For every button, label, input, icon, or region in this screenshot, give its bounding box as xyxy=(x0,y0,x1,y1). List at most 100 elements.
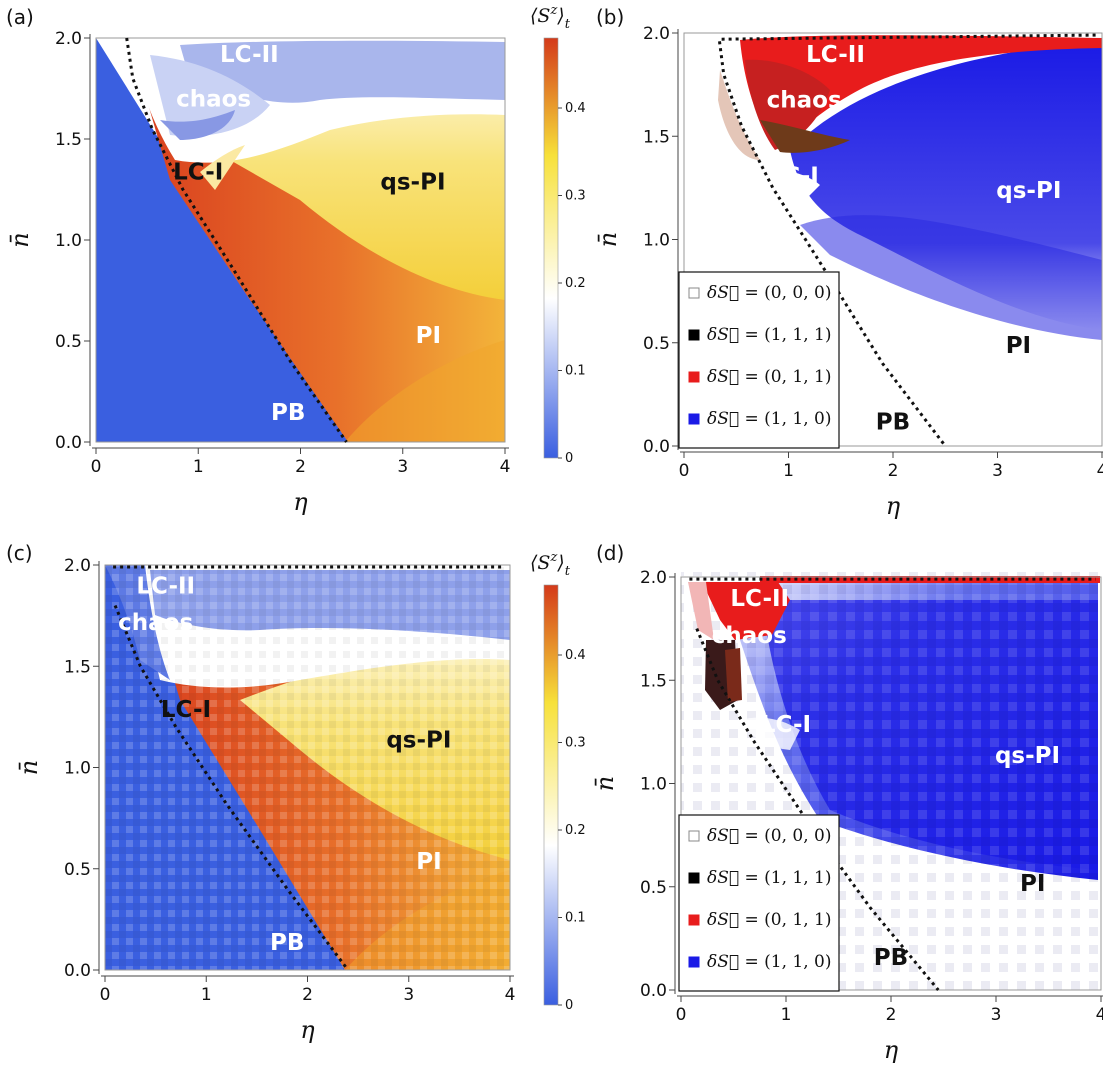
y-tick-label: 2.0 xyxy=(55,29,82,49)
boundary-line xyxy=(125,37,348,443)
x-tick-label: 2 xyxy=(295,457,306,477)
x-tick-label: 2 xyxy=(888,461,899,481)
colorbar-title-sup: z xyxy=(549,550,557,565)
legend-label: = (1, 1, 0) xyxy=(745,952,832,972)
region-label: chaos xyxy=(176,87,251,113)
x-tick-label: 0 xyxy=(91,457,102,477)
legend-prefix: δS⃗ xyxy=(707,325,745,345)
region-label: LC-II xyxy=(136,573,195,599)
y-tick-label: 0.5 xyxy=(640,878,667,898)
panel-d-legend: δS⃗ = (0, 0, 0) δS⃗ = (1, 1, 1) δS⃗ = (0, … xyxy=(678,814,840,992)
panel-a-frame xyxy=(95,37,506,443)
legend-swatch xyxy=(688,914,700,926)
panel-c-frame xyxy=(104,564,511,971)
colorbar-title-sup: z xyxy=(549,3,557,18)
panel-b: 0 1 2 3 4 0.0 0.5 1.0 1.5 2.0 η n̄ LC-II chaos LC-I qs… xyxy=(594,5,1103,520)
x-tick-label: 0 xyxy=(100,985,111,1005)
panel-b-frame xyxy=(683,32,1103,447)
region-label: PI xyxy=(1020,871,1045,897)
x-tick-label: 2 xyxy=(302,985,313,1005)
x-tick-label: 1 xyxy=(783,461,794,481)
y-tick-label: 1.5 xyxy=(643,127,670,147)
plot-frame xyxy=(104,564,511,971)
legend-swatch xyxy=(688,287,700,299)
x-axis-label: η xyxy=(886,492,901,520)
region-label: qs-PI xyxy=(380,170,445,196)
y-tick-label: 2.0 xyxy=(643,24,670,44)
panel-c-regions: LC-II chaos LC-I qs-PI PI PB xyxy=(118,573,451,955)
region-label: PI xyxy=(1006,333,1031,359)
region-label: chaos xyxy=(118,610,193,636)
panel-d-heatmap xyxy=(681,572,1101,990)
panel-c-heatmap xyxy=(105,565,510,970)
y-axis-label: n̄ xyxy=(15,760,43,775)
region-label: PB xyxy=(270,930,304,956)
panel-label: (a) xyxy=(6,5,34,29)
legend-prefix: δS⃗ xyxy=(707,868,745,888)
colorbar-tick-label: 0.1 xyxy=(565,911,586,926)
legend-swatch xyxy=(688,872,700,884)
colorbar-gradient xyxy=(543,584,559,1006)
colorbar-title-sub: t xyxy=(565,564,571,579)
panel-b-legend: δS⃗ = (0, 0, 0)δS⃗ = (1, 1, 1)δS⃗ = (0, … xyxy=(678,271,840,449)
y-axis-label: n̄ xyxy=(591,776,619,791)
x-tick-label: 4 xyxy=(505,985,516,1005)
x-tick-label: 2 xyxy=(886,1005,897,1025)
legend-prefix: δS⃗ xyxy=(707,910,745,930)
panel-label: (c) xyxy=(6,541,33,565)
plot-frame xyxy=(680,576,1102,991)
y-tick-label: 1.5 xyxy=(64,657,91,677)
boundary-line xyxy=(113,604,350,971)
region-label: LC-I xyxy=(173,159,223,185)
panel-a-heatmap xyxy=(96,38,505,442)
region-label: qs-PI xyxy=(386,727,451,753)
legend-prefix: δS⃗ xyxy=(707,409,745,429)
legend-swatch xyxy=(688,371,700,383)
region-label: LC-I xyxy=(761,712,811,738)
y-tick-label: 0.0 xyxy=(55,433,82,453)
x-tick-label: 4 xyxy=(1096,1005,1103,1025)
colorbar-title-sub: t xyxy=(565,17,571,32)
panel-d-axes: 0 1 2 3 4 0.0 0.5 1.0 1.5 2.0 η n̄ xyxy=(591,568,1103,1064)
legend-entry: δS⃗ = (0, 0, 0) xyxy=(707,283,831,303)
panel-a-colorbar: 0 0.1 0.2 0.3 0.4 ⟨Sz⟩t xyxy=(530,3,586,466)
colorbar-title-close: ⟩ xyxy=(556,5,564,27)
panel-label: (b) xyxy=(596,5,624,29)
x-tick-label: 1 xyxy=(781,1005,792,1025)
colorbar-tick-label: 0 xyxy=(565,998,573,1013)
legend-prefix: δS⃗ xyxy=(707,367,745,387)
panel-label: (d) xyxy=(596,541,624,565)
legend-label: = (1, 1, 1) xyxy=(745,325,832,345)
region-label: PI xyxy=(416,849,441,875)
legend-prefix: δS⃗ xyxy=(707,952,745,972)
colorbar-title-close: ⟩ xyxy=(556,552,564,574)
colorbar-title-main: ⟨S xyxy=(530,552,550,574)
colorbar-tick-label: 0 xyxy=(565,451,573,466)
colorbar-tick-label: 0.3 xyxy=(565,189,586,204)
region-label: LC-I xyxy=(161,697,211,723)
y-tick-label: 1.5 xyxy=(55,130,82,150)
x-axis-label: η xyxy=(293,488,308,516)
boundary-line xyxy=(718,41,947,447)
legend-box xyxy=(678,271,840,449)
legend-entry: δS⃗ = (1, 1, 1) xyxy=(707,325,831,345)
region-label: LC-II xyxy=(220,42,279,68)
panel-d-regions: LC-II chaos LC-I qs-PI PI PB xyxy=(712,586,1060,971)
plot-frame xyxy=(95,37,506,443)
x-tick-label: 3 xyxy=(403,985,414,1005)
legend-label: = (1, 1, 1) xyxy=(745,868,832,888)
region-label: PB xyxy=(876,409,910,435)
x-tick-label: 4 xyxy=(1097,461,1103,481)
y-tick-label: 1.0 xyxy=(55,231,82,251)
legend-entry: δS⃗ = (0, 0, 0) xyxy=(707,826,831,846)
x-tick-label: 0 xyxy=(676,1005,687,1025)
x-tick-label: 1 xyxy=(201,985,212,1005)
y-tick-label: 0.0 xyxy=(640,981,667,1001)
panel-b-boundary xyxy=(718,33,1097,447)
y-tick-label: 2.0 xyxy=(64,556,91,576)
panel-a-axes: 0 1 2 3 4 0.0 0.5 1.0 1.5 2.0 η n̄ xyxy=(6,29,510,516)
x-tick-label: 3 xyxy=(397,457,408,477)
panel-c: 0 1 2 3 4 0.0 0.5 1.0 1.5 2.0 η n̄ LC-II chaos LC-I qs… xyxy=(6,541,586,1044)
panel-a: 0 1 2 3 4 0.0 0.5 1.0 1.5 2.0 η n̄ LC-II chaos LC-I qs… xyxy=(6,3,586,516)
legend-entry: δS⃗ = (0, 1, 1) xyxy=(707,910,831,930)
